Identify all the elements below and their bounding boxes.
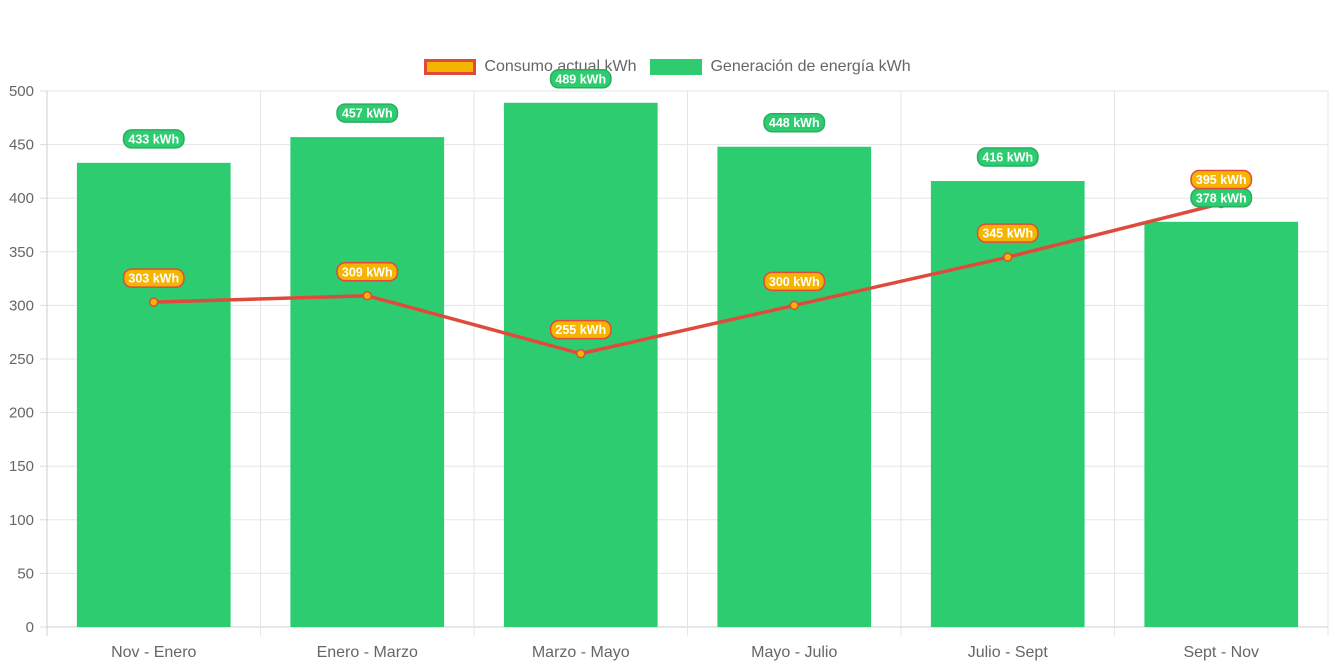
- bar-data-label-bg: [549, 69, 612, 89]
- bar-data-label: 433 kWh: [128, 132, 179, 146]
- bar: [717, 146, 872, 627]
- line-point: [1003, 252, 1013, 262]
- legend-swatch-consumo: [424, 59, 477, 75]
- x-tick-label: Sept - Nov: [1183, 644, 1259, 661]
- bar-data-label: 416 kWh: [982, 151, 1033, 165]
- line-data-label-bg: [1190, 169, 1253, 190]
- bar-data-label: 378 kWh: [1196, 191, 1247, 205]
- line-data-label: 303 kWh: [128, 272, 179, 286]
- y-tick-label: 400: [9, 190, 34, 207]
- x-tick-label: Marzo - Mayo: [532, 644, 630, 661]
- line-data-label-bg: [763, 271, 826, 292]
- line-data-label-bg: [549, 319, 612, 340]
- line-data-label-bg: [976, 223, 1039, 243]
- bar: [503, 102, 658, 628]
- bar-data-label-bg: [763, 112, 826, 133]
- y-tick-label: 500: [9, 83, 34, 100]
- x-tick-label: Julio - Sept: [968, 644, 1049, 661]
- line-data-label: 309 kWh: [342, 265, 393, 279]
- legend-item-generacion[interactable]: Generación de energía kWh: [650, 58, 911, 76]
- x-tick-label: Nov - Enero: [111, 644, 196, 661]
- line-data-label-bg: [122, 268, 185, 288]
- x-tick-label: Mayo - Julio: [751, 644, 837, 661]
- line-point: [789, 300, 799, 311]
- line-point: [362, 291, 372, 301]
- bar: [76, 162, 231, 627]
- y-tick-label: 100: [9, 512, 34, 529]
- line-data-label: 255 kWh: [555, 323, 606, 337]
- bar: [290, 137, 445, 627]
- line-point: [149, 297, 159, 307]
- legend-swatch-generacion: [650, 59, 703, 75]
- line-data-label: 345 kWh: [982, 227, 1033, 241]
- bar: [1144, 221, 1299, 627]
- legend-label-generacion: Generación de energía kWh: [710, 58, 911, 75]
- bar-data-label: 489 kWh: [555, 72, 606, 86]
- x-tick-label: Enero - Marzo: [317, 644, 418, 661]
- bar-data-label-bg: [976, 147, 1039, 167]
- y-tick-label: 250: [9, 351, 34, 368]
- y-tick-label: 450: [9, 137, 34, 154]
- line-data-label: 395 kWh: [1196, 173, 1247, 187]
- bar-data-label: 448 kWh: [769, 116, 820, 130]
- y-tick-label: 0: [26, 619, 34, 636]
- bar: [930, 181, 1085, 627]
- bar-data-label-bg: [336, 103, 399, 123]
- line-data-label: 300 kWh: [769, 275, 820, 289]
- y-tick-label: 200: [9, 405, 34, 422]
- y-tick-label: 300: [9, 297, 34, 314]
- y-tick-label: 350: [9, 244, 34, 261]
- line-data-label-bg: [336, 262, 399, 282]
- consumo-line: [153, 201, 1222, 356]
- line-point: [576, 348, 586, 359]
- bar-data-label-bg: [122, 129, 185, 149]
- y-tick-label: 50: [17, 565, 34, 582]
- y-tick-label: 150: [9, 458, 34, 475]
- bar-data-label: 457 kWh: [342, 107, 393, 121]
